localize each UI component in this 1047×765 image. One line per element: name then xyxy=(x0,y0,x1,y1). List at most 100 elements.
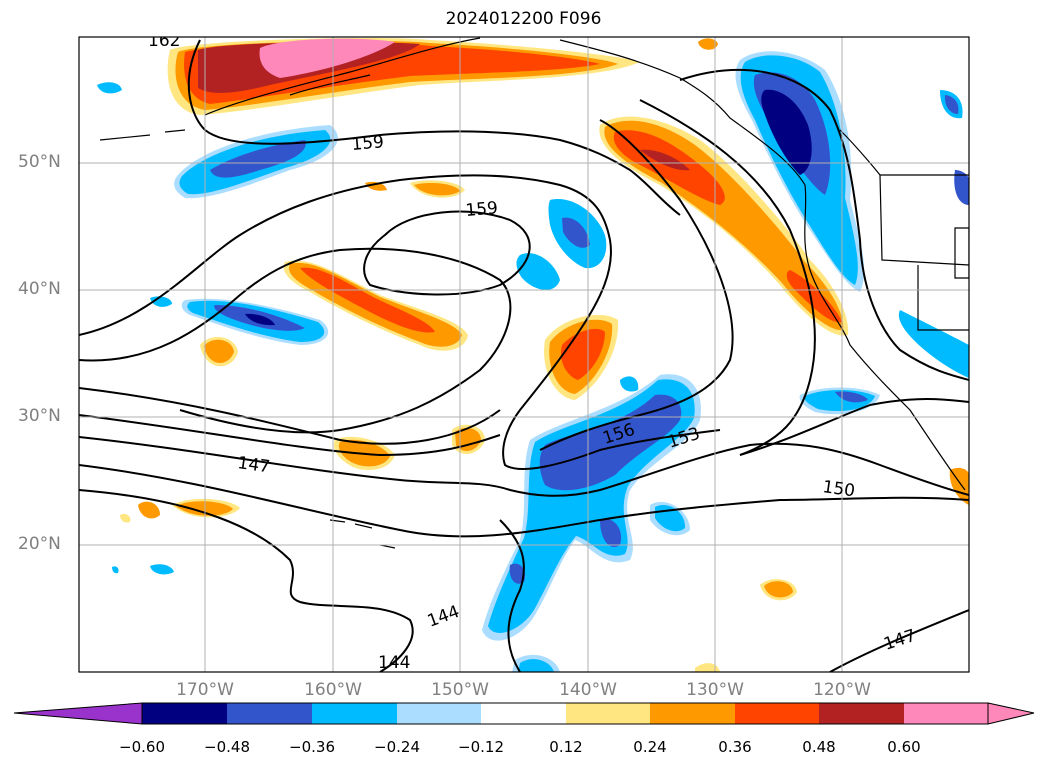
colorbar-tick: 0.36 xyxy=(718,738,752,756)
shaded-region xyxy=(600,518,622,548)
contour-line xyxy=(79,489,414,672)
colorbar-tick: −0.48 xyxy=(204,738,250,756)
colorbar-tick: −0.36 xyxy=(289,738,335,756)
lat-label: 30°N xyxy=(18,406,61,426)
lat-label: 40°N xyxy=(18,279,61,299)
contour-line xyxy=(79,414,501,457)
lon-label: 160°W xyxy=(304,680,362,700)
contour-layer xyxy=(79,39,969,672)
contour-line xyxy=(79,387,501,445)
coastline xyxy=(289,74,371,96)
shaded-region xyxy=(562,217,590,248)
shaded-region xyxy=(210,140,306,178)
colorbar-bin xyxy=(397,703,481,724)
colorbar-extend-min xyxy=(13,702,143,725)
lat-label: 20°N xyxy=(18,534,61,554)
coastline xyxy=(204,37,481,116)
contour-label: 147 xyxy=(236,453,271,477)
colorbar-tick: 0.24 xyxy=(633,738,667,756)
colorbar-tick: −0.12 xyxy=(458,738,504,756)
contour-label: 144 xyxy=(425,602,462,632)
coastline xyxy=(839,129,969,266)
shaded-region xyxy=(112,566,119,574)
coastline-layer xyxy=(99,37,969,549)
shaded-anomaly-layer xyxy=(97,38,969,672)
contour-label: 150 xyxy=(821,477,856,501)
colorbar-tick: 0.12 xyxy=(549,738,583,756)
shaded-region xyxy=(954,170,969,205)
coastline xyxy=(917,265,969,331)
coastline xyxy=(559,39,966,491)
coastline xyxy=(329,519,396,549)
contour-line xyxy=(739,397,969,456)
colorbar-bin xyxy=(142,703,227,724)
colorbar-bin xyxy=(312,703,397,724)
contour-label: 162 xyxy=(148,31,180,51)
shaded-region xyxy=(640,149,690,171)
contour-line xyxy=(363,210,531,296)
lon-label: 170°W xyxy=(176,680,234,700)
colorbar-bin xyxy=(566,703,650,724)
shaded-region xyxy=(518,659,554,672)
shaded-region xyxy=(97,82,122,94)
shaded-region xyxy=(455,427,481,452)
contour-line xyxy=(499,519,525,672)
shaded-region xyxy=(764,581,793,598)
coastline xyxy=(954,227,969,279)
gridlines xyxy=(79,37,969,672)
shaded-region xyxy=(695,663,720,672)
contour-label: 147 xyxy=(881,626,918,655)
contour-line xyxy=(79,247,512,434)
contour-line xyxy=(679,69,969,381)
colorbar-bin xyxy=(481,703,566,724)
shaded-region xyxy=(761,89,812,175)
colorbar-bin xyxy=(819,703,904,724)
shaded-region xyxy=(120,513,131,523)
contour-line xyxy=(539,119,734,451)
shaded-region xyxy=(898,310,969,378)
shaded-region xyxy=(539,394,682,491)
colorbar-tick: −0.24 xyxy=(374,738,420,756)
lat-label: 50°N xyxy=(18,152,61,172)
lon-label: 120°W xyxy=(813,680,871,700)
shaded-region xyxy=(516,253,560,290)
contour-line xyxy=(639,99,816,456)
colorbar-bin xyxy=(650,703,735,724)
colorbar-tick: 0.60 xyxy=(887,738,921,756)
shaded-region xyxy=(786,270,842,323)
map-title: 2024012200 F096 xyxy=(445,9,602,29)
contour-line xyxy=(79,174,721,471)
colorbar-tick: 0.48 xyxy=(802,738,836,756)
shaded-region xyxy=(150,564,174,575)
lon-label: 140°W xyxy=(559,680,617,700)
shaded-region xyxy=(300,267,435,333)
map-frame xyxy=(78,36,970,673)
colorbar xyxy=(13,702,1035,725)
coastline xyxy=(99,129,186,141)
colorbar-tick: −0.60 xyxy=(119,738,165,756)
shaded-region xyxy=(949,467,969,505)
shaded-region xyxy=(259,38,395,78)
shaded-region xyxy=(414,183,460,196)
shaded-region xyxy=(245,313,275,326)
contour-line xyxy=(187,39,681,216)
shaded-region xyxy=(835,391,868,403)
colorbar-bin xyxy=(735,703,819,724)
shaded-region xyxy=(698,38,718,50)
contour-label: 159 xyxy=(351,132,385,155)
contour-label: 144 xyxy=(378,653,410,673)
contour-line xyxy=(829,609,969,672)
shaded-region xyxy=(509,563,526,584)
contour-label: 159 xyxy=(465,198,499,221)
shaded-region xyxy=(613,130,725,205)
lon-label: 150°W xyxy=(431,680,489,700)
shaded-region xyxy=(620,376,639,392)
colorbar-extend-max xyxy=(904,703,1034,724)
shaded-region xyxy=(204,339,234,363)
contour-line xyxy=(79,436,969,497)
colorbar-bin xyxy=(227,703,312,724)
shaded-region xyxy=(138,501,160,519)
shaded-region xyxy=(944,95,959,114)
lon-label: 130°W xyxy=(686,680,744,700)
